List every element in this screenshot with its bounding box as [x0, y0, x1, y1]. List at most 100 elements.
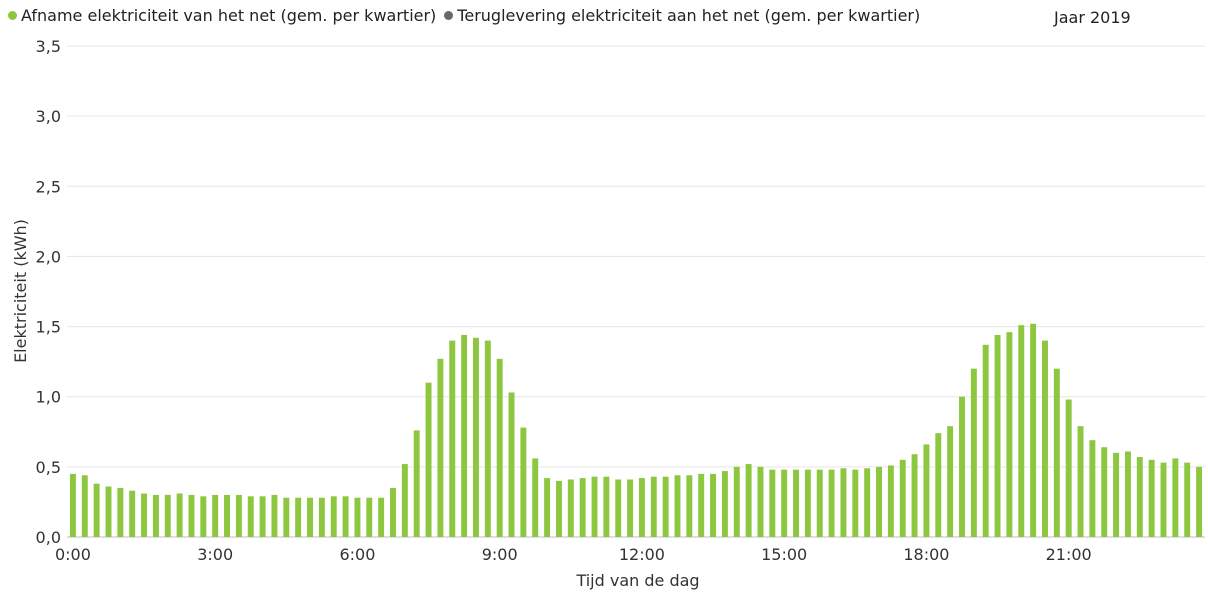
bar[interactable]: [970, 368, 977, 537]
bar[interactable]: [425, 382, 432, 537]
bar[interactable]: [994, 334, 1001, 537]
bar[interactable]: [484, 340, 491, 537]
bar[interactable]: [840, 468, 847, 537]
bar[interactable]: [1101, 447, 1108, 537]
bar[interactable]: [532, 458, 539, 537]
bar[interactable]: [1065, 399, 1072, 537]
bar[interactable]: [1172, 458, 1179, 537]
bar[interactable]: [947, 426, 954, 537]
bar[interactable]: [1148, 459, 1155, 537]
bar[interactable]: [733, 466, 740, 537]
bar[interactable]: [662, 476, 669, 537]
bar[interactable]: [1006, 332, 1013, 537]
bar[interactable]: [129, 490, 136, 537]
bar[interactable]: [769, 469, 776, 537]
bar[interactable]: [508, 392, 515, 537]
bar[interactable]: [864, 468, 871, 537]
bar[interactable]: [710, 473, 717, 537]
bar[interactable]: [81, 475, 88, 537]
bar[interactable]: [1042, 340, 1048, 537]
bar[interactable]: [674, 475, 681, 537]
bar[interactable]: [793, 469, 799, 537]
bar[interactable]: [1053, 368, 1060, 537]
bar[interactable]: [1077, 426, 1084, 537]
bar[interactable]: [449, 340, 456, 537]
bar[interactable]: [318, 497, 325, 537]
bar[interactable]: [188, 494, 195, 537]
bar[interactable]: [1124, 451, 1131, 537]
bar[interactable]: [1030, 323, 1037, 537]
bar[interactable]: [603, 476, 610, 537]
bar[interactable]: [1113, 452, 1120, 537]
bar[interactable]: [283, 497, 290, 537]
bar[interactable]: [413, 430, 420, 537]
bar[interactable]: [176, 493, 183, 537]
bar[interactable]: [686, 475, 693, 537]
bar[interactable]: [852, 469, 859, 537]
bar[interactable]: [141, 493, 148, 537]
bar[interactable]: [982, 344, 989, 537]
bar[interactable]: [271, 494, 278, 537]
bar[interactable]: [650, 476, 657, 537]
bar[interactable]: [1018, 325, 1025, 537]
bar[interactable]: [390, 487, 396, 537]
bar[interactable]: [401, 464, 408, 537]
bar[interactable]: [93, 483, 100, 537]
bar[interactable]: [117, 487, 124, 537]
bar[interactable]: [378, 497, 385, 537]
bar[interactable]: [200, 496, 207, 537]
bar[interactable]: [69, 473, 76, 537]
bar[interactable]: [935, 433, 942, 537]
legend-item-teruglevering[interactable]: Teruglevering elektriciteit aan het net …: [444, 6, 920, 25]
bar[interactable]: [520, 427, 527, 537]
bar[interactable]: [1136, 457, 1143, 537]
bar[interactable]: [615, 479, 622, 537]
bar[interactable]: [591, 476, 598, 537]
bar[interactable]: [899, 459, 906, 537]
bar[interactable]: [437, 358, 444, 537]
x-tick-label: 0:00: [55, 545, 91, 564]
bar[interactable]: [1160, 462, 1167, 537]
bar[interactable]: [911, 454, 918, 537]
bar[interactable]: [757, 466, 764, 537]
bar[interactable]: [555, 480, 562, 537]
bar[interactable]: [721, 471, 728, 537]
bar[interactable]: [1184, 462, 1191, 537]
bar[interactable]: [366, 497, 373, 537]
bar[interactable]: [828, 469, 835, 537]
bar[interactable]: [1196, 466, 1203, 537]
bar[interactable]: [638, 478, 645, 537]
bar[interactable]: [235, 494, 242, 537]
bar[interactable]: [307, 497, 313, 537]
bar[interactable]: [461, 334, 468, 537]
bar[interactable]: [579, 478, 586, 537]
bar[interactable]: [354, 497, 361, 537]
bar[interactable]: [473, 337, 479, 537]
bar[interactable]: [567, 479, 574, 537]
legend-item-afname[interactable]: Afname elektriciteit van het net (gem. p…: [8, 6, 436, 25]
bar[interactable]: [923, 444, 930, 537]
bar[interactable]: [164, 494, 171, 537]
bar[interactable]: [212, 494, 219, 537]
bar[interactable]: [496, 358, 503, 537]
bar[interactable]: [745, 464, 752, 537]
bar[interactable]: [959, 396, 965, 537]
bar[interactable]: [259, 496, 266, 537]
bar[interactable]: [876, 466, 882, 537]
bar[interactable]: [342, 496, 349, 537]
bar[interactable]: [330, 496, 337, 537]
bar[interactable]: [247, 496, 254, 537]
bar[interactable]: [887, 465, 894, 537]
bar[interactable]: [105, 486, 112, 538]
bar[interactable]: [698, 473, 705, 537]
bar[interactable]: [1089, 440, 1096, 537]
bar[interactable]: [816, 469, 823, 537]
chart-legend: Afname elektriciteit van het net (gem. p…: [8, 6, 928, 25]
bar[interactable]: [544, 478, 551, 537]
bar[interactable]: [152, 494, 159, 537]
bar[interactable]: [781, 469, 788, 537]
bar[interactable]: [627, 479, 634, 537]
bar[interactable]: [804, 469, 811, 537]
bar[interactable]: [295, 497, 302, 537]
bar[interactable]: [224, 494, 230, 537]
